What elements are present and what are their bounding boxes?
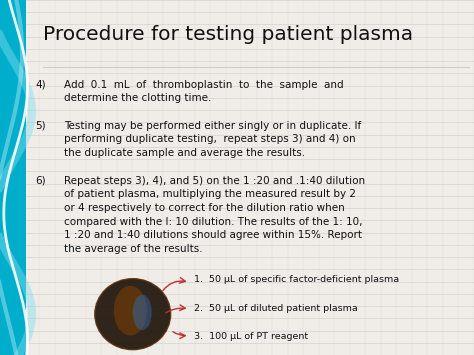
Text: Procedure for testing patient plasma: Procedure for testing patient plasma xyxy=(43,25,413,44)
Text: 5): 5) xyxy=(36,121,46,131)
Text: Repeat steps 3), 4), and 5) on the 1 :20 and .1:40 dilution
of patient plasma, m: Repeat steps 3), 4), and 5) on the 1 :20… xyxy=(64,176,365,254)
Text: Testing may be performed either singly or in duplicate. If
performing duplicate : Testing may be performed either singly o… xyxy=(64,121,361,158)
Ellipse shape xyxy=(95,279,171,350)
Text: 6): 6) xyxy=(36,176,46,186)
Ellipse shape xyxy=(133,295,152,330)
Bar xyxy=(0,0,26,355)
Text: 3.  100 μL of PT reagent: 3. 100 μL of PT reagent xyxy=(194,332,309,341)
Ellipse shape xyxy=(114,286,147,335)
Text: Add  0.1  mL  of  thromboplastin  to  the  sample  and
determine the clotting ti: Add 0.1 mL of thromboplastin to the samp… xyxy=(64,80,344,103)
Text: 4): 4) xyxy=(36,80,46,90)
Text: 1.  50 μL of specific factor-deficient plasma: 1. 50 μL of specific factor-deficient pl… xyxy=(194,275,400,284)
Text: 2.  50 μL of diluted patient plasma: 2. 50 μL of diluted patient plasma xyxy=(194,304,358,312)
